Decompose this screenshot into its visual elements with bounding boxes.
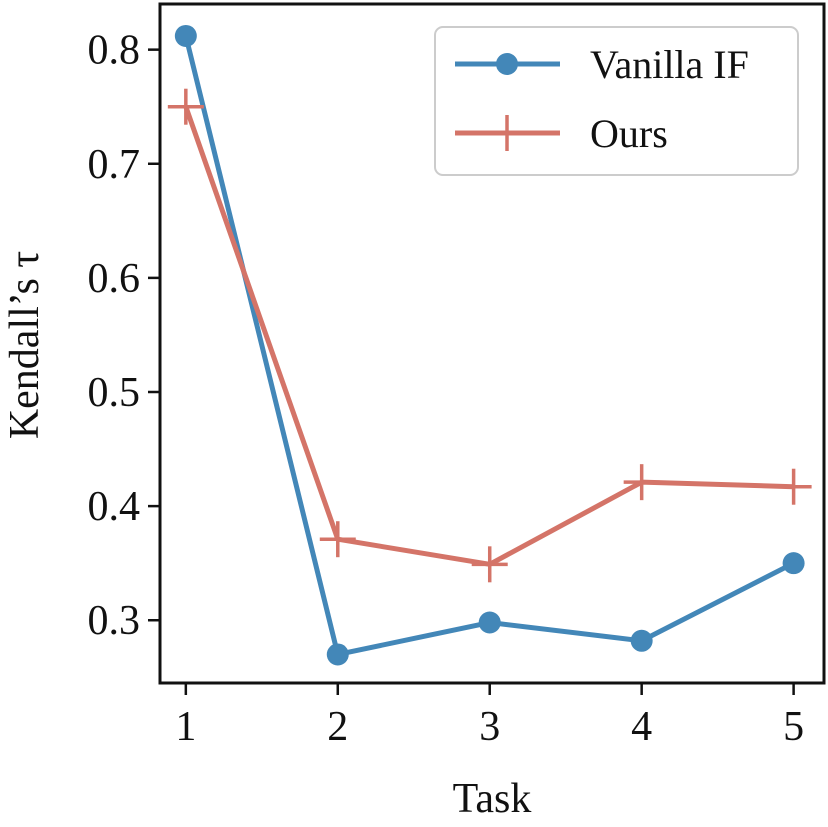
y-tick-label: 0.5	[88, 370, 141, 416]
point-ours	[775, 468, 812, 505]
y-tick-label: 0.4	[88, 484, 141, 530]
y-tick-label: 0.8	[88, 28, 141, 74]
point-ours	[167, 88, 204, 125]
x-tick-label: 2	[327, 704, 348, 750]
point-ours	[319, 521, 356, 558]
y-tick-label: 0.6	[88, 256, 141, 302]
legend-label-ours: Ours	[590, 111, 668, 156]
legend: Vanilla IF Ours	[434, 26, 799, 176]
x-axis-label: Task	[453, 776, 532, 822]
legend-marker-ours	[489, 115, 525, 151]
point-ours	[471, 546, 508, 583]
point-ours	[623, 464, 660, 501]
axes-frame	[158, 2, 826, 685]
legend-label-vanilla-if: Vanilla IF	[590, 42, 749, 87]
x-tick-label: 3	[479, 704, 500, 750]
point-vanilla-if	[174, 24, 197, 47]
series-markers	[167, 24, 812, 666]
legend-marker-vanilla-if	[496, 53, 518, 75]
point-vanilla-if	[630, 629, 653, 652]
x-tick-label: 1	[175, 704, 196, 750]
x-tick-label: 4	[631, 704, 652, 750]
point-vanilla-if	[782, 552, 805, 575]
axes: 1 2 3 4 5 0.3 0.4 0.5 0.6 0.7 0.8	[88, 2, 826, 750]
y-tick-label: 0.7	[88, 142, 141, 188]
x-tick-label: 5	[783, 704, 804, 750]
point-vanilla-if	[326, 643, 349, 666]
y-axis-label: Kendall’s τ	[2, 251, 48, 439]
point-vanilla-if	[478, 611, 501, 634]
y-tick-label: 0.3	[88, 598, 141, 644]
